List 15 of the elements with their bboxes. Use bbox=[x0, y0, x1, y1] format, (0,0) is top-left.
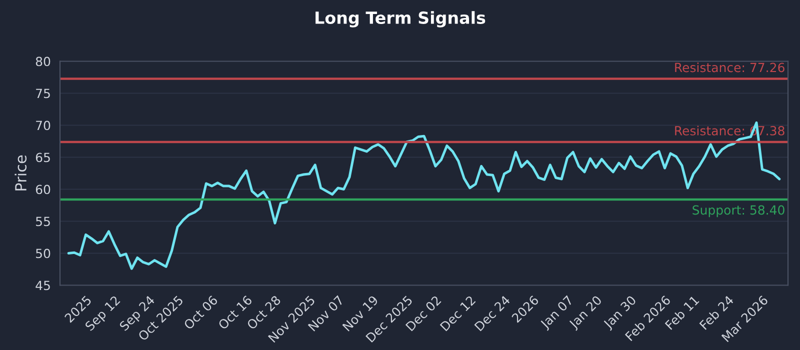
x-tick-label: Oct 06 bbox=[183, 294, 218, 330]
y-tick-label: 45 bbox=[36, 280, 50, 290]
ref-line-label: Support: 58.40 bbox=[692, 205, 784, 218]
y-tick-label: 80 bbox=[36, 56, 50, 66]
y-tick-label: 55 bbox=[36, 216, 50, 226]
x-tick-label: Dec 12 bbox=[440, 295, 476, 332]
y-tick-label: 65 bbox=[36, 152, 50, 162]
y-tick-label: 60 bbox=[36, 184, 50, 194]
x-tick-label: Dec 24 bbox=[474, 294, 511, 332]
y-tick-label: 70 bbox=[36, 120, 50, 130]
y-axis-title: Price bbox=[14, 155, 27, 190]
ref-line-label: Resistance: 77.26 bbox=[675, 62, 784, 72]
y-tick-label: 50 bbox=[36, 248, 50, 258]
chart-title: Long Term Signals bbox=[316, 11, 486, 28]
y-tick-label: 75 bbox=[36, 88, 50, 98]
